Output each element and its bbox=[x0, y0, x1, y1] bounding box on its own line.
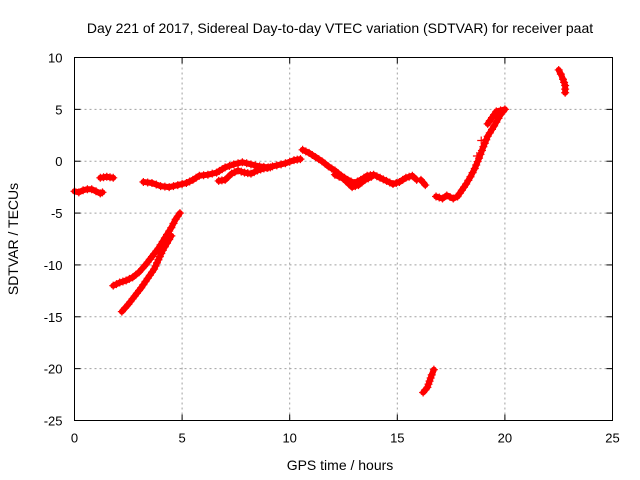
data-point bbox=[429, 365, 438, 374]
y-axis-label: SDTVAR / TECUs bbox=[5, 183, 21, 295]
data-point bbox=[483, 119, 492, 128]
y-tick-label: 0 bbox=[55, 154, 62, 169]
data-point bbox=[408, 171, 420, 183]
y-tick-label: -25 bbox=[44, 414, 63, 429]
grid-lines bbox=[74, 57, 613, 421]
data-point bbox=[367, 172, 376, 181]
chart-title: Day 221 of 2017, Sidereal Day-to-day VTE… bbox=[87, 20, 593, 36]
data-point bbox=[477, 136, 486, 145]
x-tick-label: 5 bbox=[178, 431, 185, 446]
data-point bbox=[175, 209, 184, 218]
x-axis-label: GPS time / hours bbox=[287, 457, 394, 473]
y-tick-label: 10 bbox=[48, 51, 62, 66]
data-point bbox=[167, 231, 176, 240]
data-point bbox=[484, 107, 501, 127]
data-point bbox=[109, 173, 118, 182]
data-points bbox=[70, 65, 570, 397]
data-point bbox=[266, 163, 275, 172]
y-tick-label: -20 bbox=[44, 362, 63, 377]
data-point bbox=[296, 155, 305, 164]
data-point bbox=[171, 210, 183, 224]
x-tick-label: 10 bbox=[282, 431, 296, 446]
plot-frame bbox=[74, 57, 613, 421]
x-tick-label: 0 bbox=[71, 431, 78, 446]
y-tick-label: -15 bbox=[44, 310, 63, 325]
data-point bbox=[472, 152, 481, 161]
data-point bbox=[98, 188, 107, 197]
x-tick-label: 15 bbox=[390, 431, 404, 446]
y-tick-label: 5 bbox=[55, 102, 62, 117]
x-tick-label: 20 bbox=[498, 431, 512, 446]
y-tick-label: -5 bbox=[51, 206, 63, 221]
data-point bbox=[421, 181, 430, 190]
data-point bbox=[561, 88, 570, 97]
x-tick-label: 25 bbox=[605, 431, 619, 446]
y-tick-label: -10 bbox=[44, 258, 63, 273]
